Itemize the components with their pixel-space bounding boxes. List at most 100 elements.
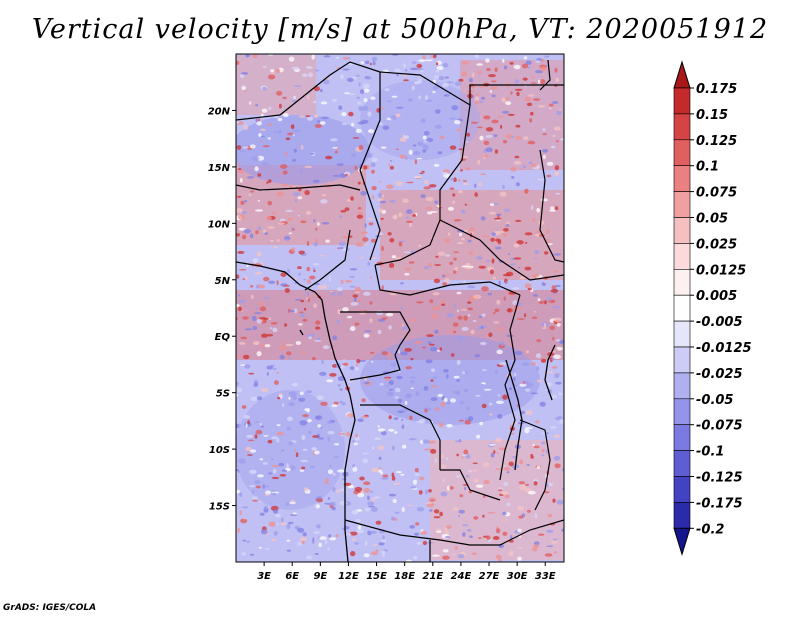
colorbar-segment	[673, 346, 691, 374]
field-speck	[287, 217, 293, 221]
field-speck	[287, 521, 294, 525]
field-speck	[380, 200, 387, 204]
field-speck	[263, 317, 269, 320]
field-speck	[408, 149, 413, 155]
field-speck	[257, 284, 266, 289]
field-speck	[496, 528, 501, 534]
field-speck	[302, 318, 308, 322]
field-speck	[489, 90, 493, 93]
field-speck	[302, 532, 307, 537]
field-speck	[363, 291, 371, 296]
field-speck	[517, 528, 522, 533]
field-speck	[285, 137, 291, 141]
field-speck	[410, 357, 414, 361]
field-speck	[434, 124, 442, 129]
field-speck	[474, 100, 479, 105]
field-speck	[493, 321, 500, 324]
field-speck	[280, 522, 287, 526]
field-speck	[354, 291, 361, 294]
field-speck	[264, 493, 269, 496]
field-speck	[431, 368, 435, 373]
field-speck	[414, 159, 418, 165]
field-speck	[550, 206, 555, 210]
field-speck	[340, 279, 344, 285]
field-speck	[292, 192, 301, 197]
field-speck	[531, 218, 536, 222]
field-speck	[457, 554, 465, 559]
field-speck	[526, 509, 531, 513]
field-speck	[506, 223, 510, 227]
field-speck	[257, 173, 262, 177]
field-speck	[403, 251, 411, 254]
field-speck	[477, 126, 483, 129]
field-speck	[460, 308, 468, 311]
field-speck	[475, 394, 481, 397]
field-speck	[433, 75, 440, 79]
field-speck	[556, 499, 564, 505]
field-speck	[271, 436, 278, 440]
field-speck	[490, 237, 495, 242]
field-speck	[300, 144, 304, 150]
field-speck	[553, 270, 559, 273]
field-speck	[381, 245, 384, 251]
field-speck	[430, 397, 438, 401]
field-speck	[317, 285, 325, 290]
field-speck	[306, 241, 310, 246]
field-speck	[509, 263, 517, 266]
field-speck	[464, 417, 468, 420]
field-speck	[436, 530, 442, 533]
field-speck	[405, 220, 414, 223]
field-speck	[338, 432, 346, 435]
field-speck	[530, 455, 534, 459]
field-speck	[453, 251, 460, 253]
field-speck	[353, 442, 359, 446]
field-speck	[394, 511, 400, 514]
field-speck	[556, 322, 561, 327]
field-speck	[516, 240, 524, 245]
field-speck	[312, 263, 320, 266]
field-speck	[319, 88, 323, 93]
field-speck	[372, 446, 375, 450]
field-speck	[494, 67, 498, 73]
field-speck	[488, 332, 493, 338]
field-speck	[504, 464, 507, 467]
field-speck	[437, 151, 443, 155]
field-speck	[409, 222, 412, 228]
field-speck	[531, 547, 538, 552]
field-speck	[486, 68, 491, 71]
field-speck	[257, 396, 263, 401]
field-speck	[306, 210, 312, 215]
field-speck	[452, 390, 458, 394]
field-speck	[299, 469, 305, 472]
field-speck	[471, 72, 475, 78]
footer-credit: GrADS: IGES/COLA	[3, 603, 97, 613]
field-speck	[261, 162, 269, 165]
field-speck	[288, 232, 292, 235]
field-speck	[406, 209, 413, 215]
field-speck	[415, 522, 420, 526]
field-speck	[358, 82, 361, 87]
field-speck	[412, 144, 417, 147]
field-speck	[390, 160, 392, 162]
island-bioko	[299, 329, 304, 336]
field-speck	[539, 66, 547, 72]
field-speck	[288, 56, 295, 62]
field-speck	[454, 546, 458, 550]
field-speck	[392, 214, 398, 220]
field-speck	[278, 462, 285, 467]
field-speck	[337, 309, 342, 315]
field-speck	[350, 551, 356, 557]
field-speck	[357, 206, 362, 210]
field-speck	[490, 86, 498, 90]
field-speck	[239, 74, 245, 79]
field-speck	[370, 551, 379, 556]
field-speck	[352, 466, 358, 472]
field-speck	[493, 134, 498, 138]
field-speck	[503, 228, 509, 232]
field-speck	[378, 542, 385, 546]
field-speck	[311, 356, 316, 361]
field-speck	[300, 299, 305, 303]
field-speck	[506, 502, 511, 507]
field-speck	[254, 166, 259, 172]
field-speck	[551, 366, 558, 369]
